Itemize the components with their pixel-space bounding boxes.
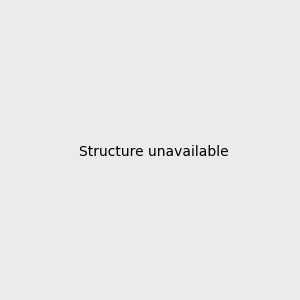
Text: Structure unavailable: Structure unavailable — [79, 145, 229, 158]
